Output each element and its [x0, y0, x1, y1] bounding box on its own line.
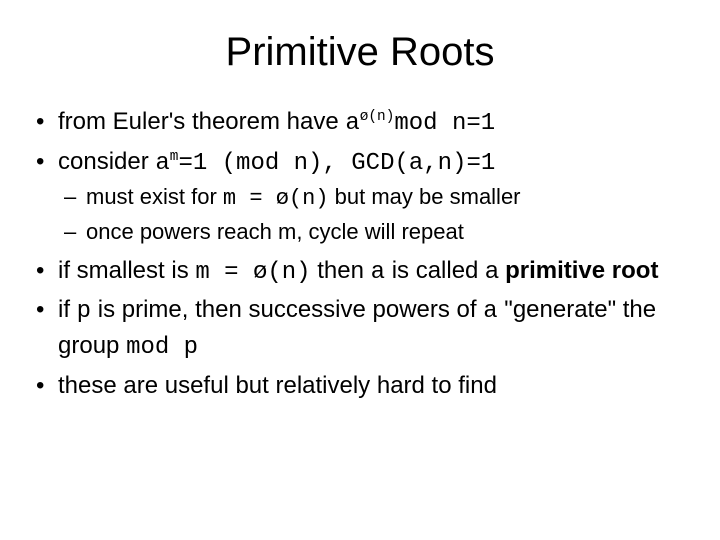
bullet-5: these are useful but relatively hard to …	[30, 369, 690, 403]
text: consider	[58, 148, 155, 175]
text: must exist for	[86, 184, 223, 209]
bold-text: primitive root	[505, 257, 658, 284]
code: mod p	[126, 334, 198, 361]
code: a	[371, 259, 385, 286]
sub-bullet-1: must exist for m = ø(n) but may be small…	[58, 182, 690, 215]
code: aø(n)mod n=1	[345, 110, 495, 137]
bullet-2: consider am=1 (mod n), GCD(a,n)=1 must e…	[30, 145, 690, 248]
sub-list: must exist for m = ø(n) but may be small…	[58, 182, 690, 248]
page-title: Primitive Roots	[30, 30, 690, 75]
bullet-1: from Euler's theorem have aø(n)mod n=1	[30, 105, 690, 141]
text: is prime, then successive powers of	[91, 296, 483, 323]
text: then	[311, 257, 371, 284]
text: these are useful but relatively hard to …	[58, 372, 497, 399]
text: from Euler's theorem have	[58, 108, 345, 135]
text: but may be smaller	[329, 184, 521, 209]
code: m = ø(n)	[223, 186, 329, 211]
bullet-4: if p is prime, then successive powers of…	[30, 293, 690, 364]
code: p	[77, 298, 91, 325]
code: m = ø(n)	[195, 259, 310, 286]
code: am=1 (mod n), GCD(a,n)=1	[155, 150, 495, 177]
code: a	[483, 298, 497, 325]
bullet-list: from Euler's theorem have aø(n)mod n=1 c…	[30, 105, 690, 402]
text: if smallest is	[58, 257, 195, 284]
text: if	[58, 296, 77, 323]
sub-bullet-2: once powers reach m, cycle will repeat	[58, 217, 690, 248]
text: once powers reach m, cycle will repeat	[86, 219, 464, 244]
text: is called a	[385, 257, 505, 284]
bullet-3: if smallest is m = ø(n) then a is called…	[30, 254, 690, 290]
